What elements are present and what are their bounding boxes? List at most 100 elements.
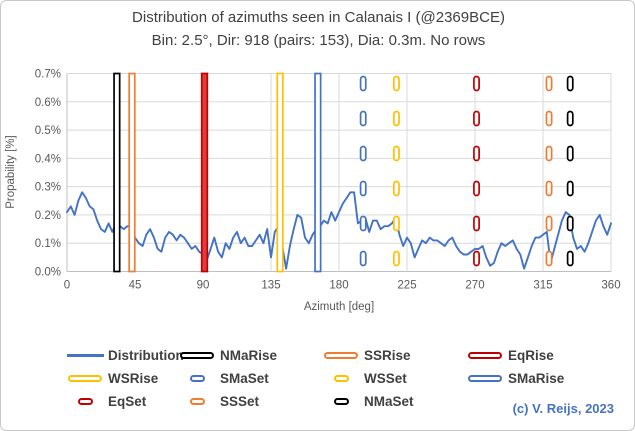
legend-marker-WSSet: [321, 374, 361, 382]
event-line-SMaSet: [359, 110, 367, 127]
capsule-short-icon: [333, 374, 349, 382]
capsule-long-icon: [180, 351, 214, 359]
x-tick-label: 225: [397, 280, 416, 292]
x-tick-label: 90: [197, 280, 210, 292]
event-line-WSSet: [392, 250, 400, 267]
legend-item-SMaSet: SMaSet: [177, 368, 269, 388]
event-line-SSSet: [545, 215, 553, 232]
legend-item-SSSet: SSSet: [177, 391, 259, 411]
legend-marker-Distribution: [65, 353, 105, 357]
event-line-EqSet: [473, 180, 480, 197]
legend-item-EqSet: EqSet: [65, 391, 146, 411]
x-tick-label: 315: [533, 280, 552, 292]
event-line-SMaSet: [359, 145, 367, 162]
legend-item-Distribution: Distribution: [65, 345, 184, 365]
event-line-SSSet: [545, 145, 553, 162]
y-tick-label: 0.7%: [35, 69, 61, 81]
legend-marker-SSRise: [321, 351, 361, 359]
event-line-NMaSet: [566, 75, 574, 92]
event-line-NMaSet: [566, 215, 574, 232]
legend-marker-EqSet: [65, 397, 105, 405]
y-tick-label: 0.0%: [35, 267, 61, 279]
legend-label: EqSet: [108, 393, 147, 409]
capsule-short-icon: [189, 374, 205, 382]
event-line-NMaRise: [113, 72, 121, 273]
legend-label: NMaSet: [364, 393, 414, 409]
y-tick-label: 0.4%: [35, 153, 61, 165]
event-line-SMaSet: [359, 215, 367, 232]
event-line-WSSet: [392, 145, 400, 162]
event-line-EqSet: [473, 145, 480, 162]
event-line-SMaRise: [314, 72, 322, 273]
legend-marker-WSRise: [65, 374, 105, 382]
legend-item-WSSet: WSSet: [321, 368, 407, 388]
capsule-short-icon: [333, 397, 349, 405]
chart-subtitle: Bin: 2.5°, Dir: 918 (pairs: 153), Dia: 0…: [151, 32, 486, 49]
event-line-EqSet: [473, 110, 480, 127]
legend-item-NMaSet: NMaSet: [321, 391, 414, 411]
legend-label: SSRise: [364, 347, 411, 363]
legend-marker-NMaRise: [177, 351, 217, 359]
event-line-EqRise: [200, 72, 209, 273]
distribution-line: [66, 191, 612, 270]
event-line-SSRise: [128, 72, 136, 273]
x-tick-label: 270: [465, 280, 484, 292]
y-tick-label: 0.6%: [35, 97, 61, 109]
event-line-SSSet: [545, 110, 553, 127]
legend-item-WSRise: WSRise: [65, 368, 158, 388]
legend-marker-SSSet: [177, 397, 217, 405]
event-line-WSSet: [392, 75, 400, 92]
x-axis-title: Azimuth [deg]: [303, 301, 375, 313]
event-line-WSRise: [276, 72, 284, 273]
event-line-WSSet: [392, 180, 400, 197]
legend-item-NMaRise: NMaRise: [177, 345, 277, 365]
legend-label: Distribution: [108, 347, 184, 363]
y-tick-label: 0.5%: [35, 125, 61, 137]
capsule-long-icon: [468, 374, 502, 382]
x-tick-label: 180: [329, 280, 348, 292]
y-tick-label: 0.3%: [35, 182, 61, 194]
line-icon: [66, 353, 104, 357]
legend-label: EqRise: [508, 347, 554, 363]
event-line-WSSet: [392, 215, 400, 232]
capsule-short-icon: [77, 397, 93, 405]
event-line-EqSet: [473, 75, 480, 92]
event-line-NMaSet: [566, 110, 574, 127]
legend-label: SMaRise: [508, 370, 565, 386]
capsule-long-icon: [468, 351, 502, 359]
legend-label: WSRise: [108, 370, 159, 386]
y-axis-title: Propability [%]: [5, 135, 17, 209]
x-tick-label: 0: [64, 280, 70, 292]
event-line-SSSet: [545, 75, 553, 92]
legend-item-SSRise: SSRise: [321, 345, 411, 365]
legend-label: NMaRise: [220, 347, 278, 363]
event-line-NMaSet: [566, 180, 574, 197]
legend-label: WSSet: [364, 370, 407, 386]
capsule-short-icon: [189, 397, 205, 405]
chart-title: Distribution of azimuths seen in Calanai…: [132, 9, 505, 26]
legend-label: SMaSet: [220, 370, 269, 386]
event-line-NMaSet: [566, 250, 574, 267]
y-tick-label: 0.2%: [35, 210, 61, 222]
event-line-SSSet: [545, 250, 553, 267]
legend-marker-NMaSet: [321, 397, 361, 405]
event-line-SMaSet: [359, 75, 367, 92]
event-line-EqSet: [473, 250, 480, 267]
event-line-EqSet: [473, 215, 480, 232]
event-line-WSSet: [392, 110, 400, 127]
legend-marker-SMaRise: [465, 374, 505, 382]
x-tick-label: 360: [601, 280, 620, 292]
x-tick-label: 45: [129, 280, 142, 292]
x-tick-label: 135: [261, 280, 280, 292]
legend-label: SSSet: [220, 393, 260, 409]
copyright-text: (c) V. Reijs, 2023: [512, 401, 614, 416]
legend-marker-SMaSet: [177, 374, 217, 382]
legend-marker-EqRise: [465, 351, 505, 359]
capsule-long-icon: [68, 374, 102, 382]
event-line-SMaSet: [359, 250, 367, 267]
legend-item-EqRise: EqRise: [465, 345, 554, 365]
event-line-SMaSet: [359, 180, 367, 197]
y-tick-label: 0.1%: [35, 238, 61, 250]
